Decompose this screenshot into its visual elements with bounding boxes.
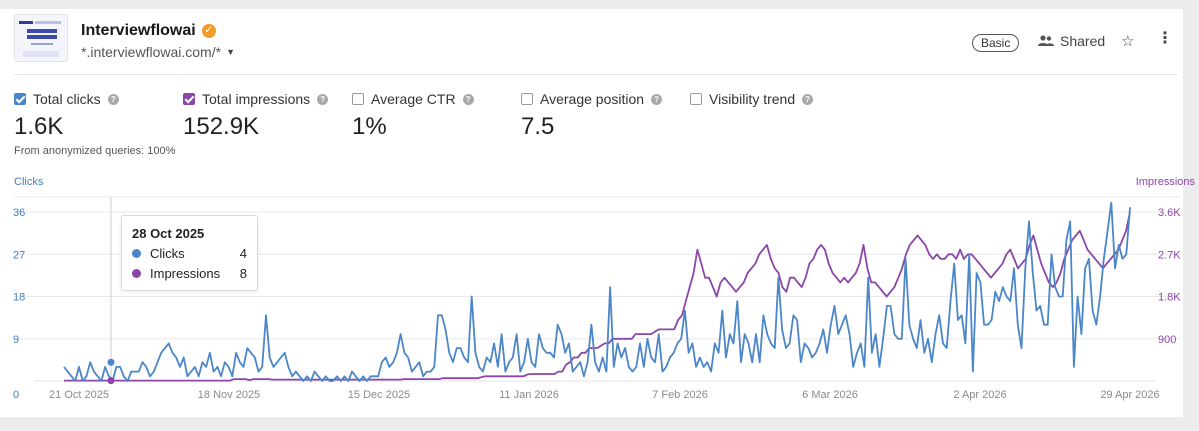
site-url-selector[interactable]: *.interviewflowai.com/* ▼ <box>81 44 235 60</box>
x-tick-label: 15 Dec 2025 <box>348 389 410 401</box>
metric-value: 1% <box>352 113 387 140</box>
visibility-trend-checkbox[interactable] <box>690 93 702 105</box>
users-icon <box>1038 35 1054 46</box>
metric-value: 152.9K <box>183 113 260 140</box>
metric-label: Average CTR <box>371 91 456 107</box>
shared-label: Shared <box>1060 33 1106 49</box>
right-tick-label: 900 <box>1158 334 1176 346</box>
metric-label: Average position <box>540 91 645 107</box>
tooltip-label: Impressions <box>150 266 221 281</box>
average-ctr-checkbox[interactable] <box>352 93 364 105</box>
metric-value: 7.5 <box>521 113 555 140</box>
x-tick-label: 6 Mar 2026 <box>802 389 858 401</box>
metric-label: Total impressions <box>202 91 311 107</box>
metric-value: 1.6K <box>14 113 64 140</box>
left-tick-label: 0 <box>13 389 19 401</box>
x-tick-label: 11 Jan 2026 <box>499 389 559 401</box>
chevron-down-icon[interactable]: ▼ <box>226 47 235 57</box>
impressions-series-line <box>64 211 1131 382</box>
shared-button[interactable]: Shared <box>1038 33 1105 49</box>
x-tick-label: 29 Apr 2026 <box>1100 389 1159 401</box>
tooltip-value: 4 <box>239 246 247 261</box>
tooltip-value: 8 <box>239 266 247 281</box>
metric-visibility-trend: Visibility trend ? <box>690 91 814 107</box>
clicks-series-line <box>63 201 1131 382</box>
x-tick-label: 7 Feb 2026 <box>652 389 708 401</box>
hover-point-clicks <box>107 358 115 366</box>
right-tick-label: 1.8K <box>1158 292 1181 304</box>
average-position-checkbox[interactable] <box>521 93 533 105</box>
tooltip-label: Clicks <box>150 246 185 261</box>
left-tick-label: 9 <box>13 334 19 346</box>
help-icon[interactable]: ? <box>651 93 663 105</box>
site-title-text: Interviewflowai <box>81 22 196 39</box>
site-title: Interviewflowai ✓ <box>81 22 216 40</box>
header-divider <box>14 74 1178 75</box>
metric-label: Visibility trend <box>709 91 796 107</box>
site-url-text: *.interviewflowai.com/* <box>81 44 222 60</box>
metric-average-position: Average position ? 7.5 <box>521 91 663 141</box>
right-tick-label: 3.6K <box>1158 207 1181 219</box>
chart-tooltip: 28 Oct 2025 Clicks 4 Impressions 8 <box>121 215 258 291</box>
total-clicks-checkbox[interactable] <box>14 93 26 105</box>
anonymized-note: From anonymized queries: 100% <box>14 145 176 157</box>
site-thumbnail[interactable] <box>14 14 68 62</box>
left-tick-label: 27 <box>13 249 25 261</box>
hover-point-impressions <box>107 377 115 385</box>
help-icon[interactable]: ? <box>107 93 119 105</box>
tooltip-date: 28 Oct 2025 <box>132 226 205 241</box>
x-tick-label: 2 Apr 2026 <box>953 389 1006 401</box>
more-options-icon[interactable]: ⋮ <box>1157 30 1173 47</box>
help-icon[interactable]: ? <box>462 93 474 105</box>
plan-badge: Basic <box>972 34 1020 52</box>
help-icon[interactable]: ? <box>317 93 329 105</box>
tooltip-row-clicks: Clicks 4 <box>132 246 247 261</box>
right-axis-title: Impressions <box>1135 176 1195 188</box>
impressions-dot-icon <box>132 269 141 278</box>
left-axis-title: Clicks <box>14 176 44 188</box>
total-impressions-checkbox[interactable] <box>183 93 195 105</box>
metric-label: Total clicks <box>33 91 101 107</box>
metric-total-clicks: Total clicks ? 1.6K <box>14 91 119 141</box>
x-tick-label: 21 Oct 2025 <box>49 389 109 401</box>
left-tick-label: 36 <box>13 207 25 219</box>
verified-icon: ✓ <box>201 24 216 38</box>
metric-total-impressions: Total impressions ? 152.9K <box>183 91 329 141</box>
left-tick-label: 18 <box>13 292 25 304</box>
help-icon[interactable]: ? <box>802 93 814 105</box>
star-icon[interactable]: ☆ <box>1121 33 1135 50</box>
metric-average-ctr: Average CTR ? 1% <box>352 91 474 141</box>
tooltip-row-impressions: Impressions 8 <box>132 266 247 281</box>
x-tick-label: 18 Nov 2025 <box>198 389 260 401</box>
right-tick-label: 2.7K <box>1158 249 1181 261</box>
clicks-dot-icon <box>132 249 141 258</box>
